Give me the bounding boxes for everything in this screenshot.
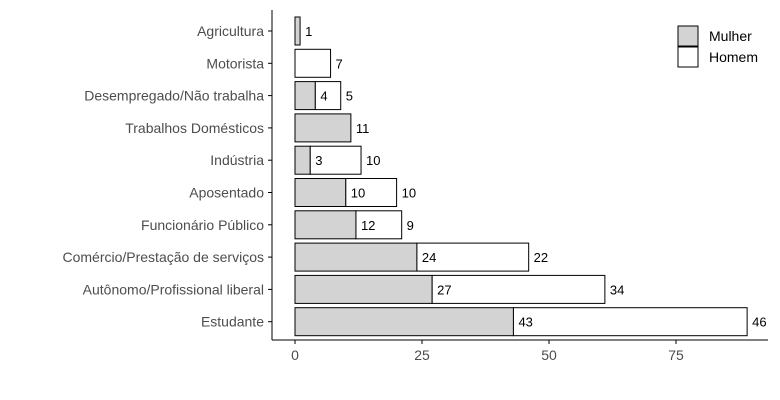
bar-mulher: [294, 178, 347, 207]
bars: [294, 16, 748, 337]
bar-homem: [512, 307, 748, 337]
y-tick-label: Agricultura: [197, 23, 264, 39]
x-tick-label: 50: [541, 347, 557, 363]
data-label-homem: 9: [407, 218, 414, 233]
bar-mulher: [294, 16, 301, 46]
bar-mulher: [294, 81, 316, 111]
data-label-mulher: 1: [305, 24, 312, 39]
y-tick-label: Desempregado/Não trabalha: [84, 88, 264, 104]
y-tick-label: Motorista: [206, 55, 264, 71]
data-label-mulher: 3: [315, 153, 322, 168]
y-tick-label: Estudante: [201, 314, 264, 330]
y-tick-label: Comércio/Prestação de serviços: [62, 249, 264, 265]
bar-labels: 1 7 4 5 11 3 10 10 10 12 9 24 22 27 34 43 46: [305, 24, 767, 330]
data-label-mulher: 24: [422, 250, 436, 265]
bar-mulher: [294, 145, 311, 175]
y-tick-label: Funcionário Público: [141, 217, 264, 233]
data-label-homem: 46: [752, 315, 766, 330]
bar-homem: [431, 274, 606, 304]
bar-homem: [416, 242, 530, 272]
y-tick-label: Autônomo/Profissional liberal: [83, 281, 264, 297]
bar-homem: [309, 145, 362, 175]
legend-key-homem: [677, 46, 699, 68]
y-tick-label: Trabalhos Domésticos: [125, 120, 264, 136]
x-tick-label: 25: [414, 347, 430, 363]
bar-homem: [345, 178, 398, 207]
legend-label-mulher: Mulher: [709, 28, 752, 44]
legend-key-mulher: [677, 25, 699, 47]
x-tick-label: 0: [291, 347, 299, 363]
bar-mulher: [294, 242, 418, 272]
data-label-homem: 34: [610, 282, 624, 297]
data-label-mulher: 27: [437, 282, 451, 297]
data-label-mulher: 11: [356, 121, 370, 136]
bar-mulher: [294, 274, 433, 304]
bar-homem: [314, 81, 342, 111]
data-label-mulher: 12: [361, 218, 375, 233]
x-axis: 0 25 50 75: [272, 339, 768, 363]
bar-mulher: [294, 210, 357, 240]
legend: Mulher Homem: [677, 25, 758, 68]
legend-label-homem: Homem: [709, 49, 758, 65]
bar-mulher: [294, 113, 352, 143]
y-tick-label: Aposentado: [189, 185, 264, 201]
data-label-homem: 10: [402, 186, 416, 201]
data-label-homem: 5: [346, 89, 353, 104]
data-label-homem: 10: [366, 153, 380, 168]
bar-mulher: [294, 307, 514, 337]
data-label-homem: 7: [336, 56, 343, 71]
y-axis: Agricultura Motorista Desempregado/Não tra…: [62, 10, 273, 340]
data-label-mulher: 4: [320, 89, 327, 104]
data-label-mulher: 10: [351, 186, 365, 201]
bar-homem: [294, 48, 332, 78]
data-label-mulher: 43: [518, 315, 532, 330]
data-label-homem: 22: [534, 250, 548, 265]
y-tick-label: Indústria: [210, 152, 264, 168]
x-tick-label: 75: [668, 347, 684, 363]
bar-homem: [355, 210, 403, 240]
